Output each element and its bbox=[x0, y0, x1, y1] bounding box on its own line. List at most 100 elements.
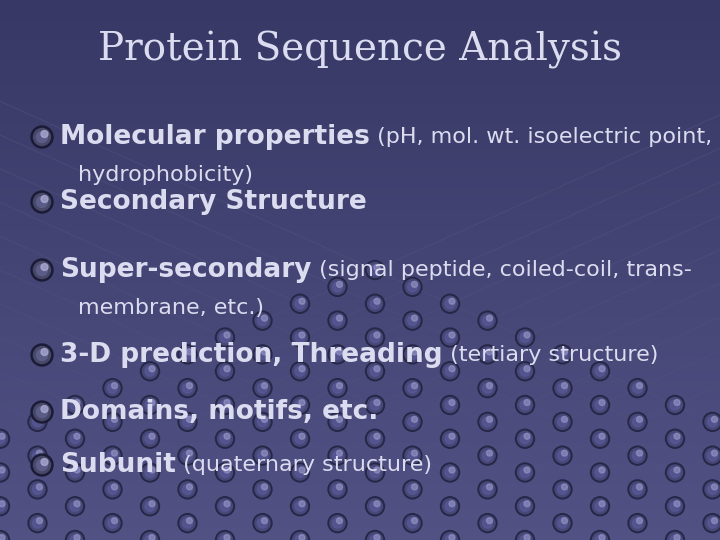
Circle shape bbox=[336, 315, 343, 321]
Circle shape bbox=[367, 262, 382, 278]
Circle shape bbox=[186, 484, 192, 490]
Circle shape bbox=[255, 414, 270, 429]
Circle shape bbox=[405, 448, 420, 463]
Circle shape bbox=[336, 450, 343, 456]
Circle shape bbox=[292, 465, 307, 480]
Circle shape bbox=[34, 193, 50, 211]
Circle shape bbox=[145, 366, 155, 376]
Circle shape bbox=[299, 501, 305, 507]
Circle shape bbox=[290, 395, 310, 415]
Circle shape bbox=[333, 450, 343, 461]
Circle shape bbox=[482, 417, 492, 427]
Circle shape bbox=[590, 530, 610, 540]
Circle shape bbox=[555, 414, 570, 429]
Circle shape bbox=[595, 501, 605, 511]
Circle shape bbox=[70, 400, 80, 410]
Circle shape bbox=[182, 450, 192, 461]
Circle shape bbox=[562, 416, 567, 422]
Circle shape bbox=[405, 347, 420, 362]
Circle shape bbox=[403, 413, 422, 431]
Circle shape bbox=[66, 530, 84, 540]
Circle shape bbox=[408, 383, 418, 393]
Circle shape bbox=[370, 468, 380, 477]
Circle shape bbox=[140, 463, 160, 482]
Circle shape bbox=[412, 450, 418, 456]
Circle shape bbox=[330, 381, 345, 396]
Circle shape bbox=[140, 497, 160, 516]
Circle shape bbox=[253, 311, 272, 330]
Circle shape bbox=[555, 482, 570, 497]
Circle shape bbox=[41, 458, 48, 465]
Circle shape bbox=[107, 417, 117, 427]
Circle shape bbox=[632, 450, 642, 461]
Circle shape bbox=[518, 532, 533, 540]
Circle shape bbox=[408, 450, 418, 461]
Circle shape bbox=[292, 397, 307, 413]
Circle shape bbox=[107, 518, 117, 528]
Circle shape bbox=[28, 514, 47, 532]
Circle shape bbox=[220, 366, 230, 376]
Circle shape bbox=[555, 347, 570, 362]
Circle shape bbox=[367, 296, 382, 311]
Circle shape bbox=[292, 364, 307, 379]
Circle shape bbox=[667, 532, 683, 540]
Circle shape bbox=[524, 467, 530, 473]
Circle shape bbox=[478, 480, 497, 499]
Circle shape bbox=[215, 395, 235, 415]
Circle shape bbox=[449, 467, 455, 473]
Circle shape bbox=[445, 434, 455, 444]
Circle shape bbox=[103, 480, 122, 499]
Circle shape bbox=[445, 468, 455, 477]
Circle shape bbox=[445, 366, 455, 376]
Circle shape bbox=[217, 532, 233, 540]
Circle shape bbox=[516, 362, 534, 381]
Circle shape bbox=[636, 450, 642, 456]
Circle shape bbox=[299, 400, 305, 406]
Circle shape bbox=[0, 463, 9, 482]
Circle shape bbox=[636, 416, 642, 422]
Circle shape bbox=[224, 366, 230, 372]
Circle shape bbox=[590, 463, 610, 482]
Circle shape bbox=[403, 446, 422, 465]
Circle shape bbox=[330, 516, 345, 531]
Circle shape bbox=[333, 518, 343, 528]
Circle shape bbox=[487, 484, 492, 490]
Circle shape bbox=[149, 366, 155, 372]
Circle shape bbox=[32, 417, 42, 427]
Circle shape bbox=[674, 501, 680, 507]
Circle shape bbox=[34, 403, 50, 421]
Circle shape bbox=[408, 349, 418, 360]
Circle shape bbox=[553, 446, 572, 465]
Circle shape bbox=[255, 482, 270, 497]
Circle shape bbox=[516, 463, 534, 482]
Circle shape bbox=[599, 400, 605, 406]
Circle shape bbox=[145, 468, 155, 477]
Circle shape bbox=[599, 467, 605, 473]
Circle shape bbox=[0, 501, 5, 511]
Circle shape bbox=[445, 299, 455, 309]
Circle shape bbox=[66, 429, 84, 448]
Circle shape bbox=[665, 497, 685, 516]
Circle shape bbox=[186, 383, 192, 389]
Circle shape bbox=[253, 446, 272, 465]
Circle shape bbox=[32, 518, 42, 528]
Circle shape bbox=[295, 434, 305, 444]
Text: Protein Sequence Analysis: Protein Sequence Analysis bbox=[98, 31, 622, 69]
Circle shape bbox=[516, 497, 534, 516]
Circle shape bbox=[599, 366, 605, 372]
Circle shape bbox=[705, 448, 720, 463]
Circle shape bbox=[70, 468, 80, 477]
Circle shape bbox=[290, 463, 310, 482]
Circle shape bbox=[553, 514, 572, 532]
Circle shape bbox=[0, 532, 7, 540]
Circle shape bbox=[367, 431, 382, 446]
Circle shape bbox=[636, 484, 642, 490]
Circle shape bbox=[258, 349, 268, 360]
Circle shape bbox=[31, 191, 53, 213]
Circle shape bbox=[516, 530, 534, 540]
Circle shape bbox=[590, 497, 610, 516]
Circle shape bbox=[261, 315, 268, 321]
Circle shape bbox=[367, 465, 382, 480]
Circle shape bbox=[328, 379, 347, 397]
Circle shape bbox=[178, 480, 197, 499]
